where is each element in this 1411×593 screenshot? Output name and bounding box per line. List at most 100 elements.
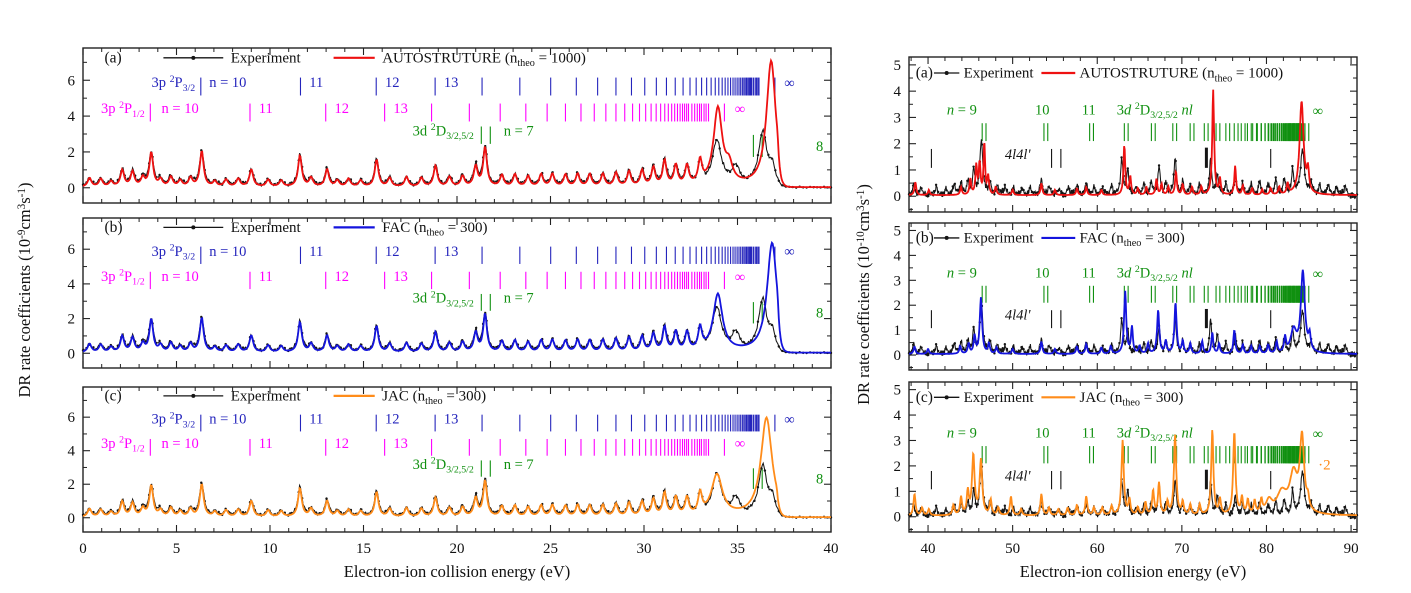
theory-legend-label: AUTOSTRUTURE (ntheo​ = 1000) [382, 50, 586, 69]
x-tick-label: 40 [921, 541, 936, 557]
theory-legend-label: AUTOSTRUTURE (ntheo​ = 1000) [1079, 65, 1283, 84]
3p-2P1/2-series-markers: 3p 2​P1/2​ n = 10 11 12 13 ∞ [101, 100, 745, 122]
x-tick-label: 40 [824, 541, 839, 557]
x-tick-label: 25 [543, 541, 558, 557]
3p-2P1/2-series-markers: 3p 2​P1/2​ n = 10 11 12 13 ∞ [101, 268, 745, 290]
3p-2P3/2-series-label: n = 10 [209, 75, 246, 91]
x-tick-label: 5 [173, 541, 181, 557]
y-axis-title: DR rate coefficients (10-10​cm3​s-1​) [854, 184, 873, 405]
y-tick-label: 6 [68, 410, 76, 426]
3p-2P3/2-series-label: 13 [444, 412, 459, 428]
x-axis-title: Electron-ion collision energy (eV) [344, 562, 571, 581]
panel-left-b: 0 2 4 6 3p 2​P3/2​ n = 10 11 12 13 ∞ 3p 2​P1/2​ n =… [68, 217, 833, 369]
x-tick-label: 80 [1259, 541, 1274, 557]
3p-2P3/2-series-label: 11 [309, 75, 323, 91]
4l4l-states-markers: 4l4l' [930, 308, 1272, 329]
y-tick-label: 4 [894, 84, 902, 100]
x-axis-title: Electron-ion collision energy (eV) [1020, 562, 1247, 581]
3d-2D-nl-series-label: n = 9 [947, 102, 977, 118]
3p-2P1/2-series-label: 11 [259, 101, 273, 117]
3d-2D-nl-series-label: 3d 2​D3/2,5/2​ nl [1117, 264, 1193, 284]
theory-curve [908, 430, 1357, 517]
y-tick-label: 1 [894, 484, 902, 500]
3p-2P3/2-series-label: n = 10 [209, 244, 246, 260]
y-tick-label: 0 [894, 189, 902, 205]
3p-2P1/2-series-label: 11 [259, 436, 273, 452]
3p-2P1/2-series-label: 3p 2​P1/2​ [101, 268, 145, 288]
experiment-legend-label: Experiment [964, 65, 1035, 81]
3p-2P3/2-series-markers: 3p 2​P3/2​ n = 10 11 12 13 ∞ [151, 74, 795, 96]
y-tick-label: 3 [894, 433, 902, 449]
experiment-legend-marker [944, 70, 949, 75]
y-axis-title: DR rate coefficients (10-9​cm3​s-1​) [15, 182, 34, 397]
y-tick-label: 2 [68, 312, 76, 328]
3p-2P3/2-series-label: 12 [385, 75, 400, 91]
3p-2P1/2-series-label: 12 [335, 101, 350, 117]
y-tick-label: 5 [894, 223, 902, 239]
theory-curve [908, 269, 1357, 355]
x-tick-label: 35 [730, 541, 745, 557]
y-tick-label: 4 [894, 248, 902, 264]
3d-2D-series-label: n = 7 [504, 123, 534, 139]
y-tick-label: 5 [894, 58, 902, 74]
3p-2P1/2-series-label: 12 [335, 269, 350, 285]
experiment-legend-label: Experiment [964, 230, 1035, 246]
3d-2D-nl-series-label: 10 [1035, 265, 1050, 281]
panel-legend: (a) Experiment AUTOSTRUTURE (ntheo​ = 1000… [916, 64, 1283, 84]
y-tick-label: 6 [68, 242, 76, 258]
y-tick-label: 4 [68, 444, 76, 460]
x-tick-label: 10 [263, 541, 278, 557]
3d-2D-series-label: n = 7 [504, 291, 534, 307]
3d-2D-series-label: 3d 2​D3/2,5/2​ [413, 289, 474, 309]
experiment-legend-label: Experiment [231, 220, 302, 236]
3p-2P1/2-series-label: ∞ [735, 436, 745, 452]
3p-2P1/2-series-label: 11 [259, 269, 273, 285]
y-tick-label: 4 [894, 408, 902, 424]
experiment-legend-marker [191, 393, 196, 398]
panel-tag: (a) [916, 64, 933, 81]
3p-2P3/2-series-label: 11 [309, 412, 323, 428]
x-tick-label: 30 [637, 541, 652, 557]
3p-2P3/2-series-label: 12 [385, 244, 400, 260]
3p-2P1/2-series-label: ∞ [735, 101, 745, 117]
3d-2D-nl-series-markers: n = 9 10 11 3d 2​D3/2,5/2​ nl ∞ [947, 424, 1323, 464]
panel-legend: (b) Experiment FAC (ntheo​ = 300) [105, 219, 488, 239]
x-tick-label: 90 [1344, 541, 1359, 557]
experiment-legend-marker [944, 395, 949, 400]
y-tick-label: 2 [894, 298, 902, 314]
y-tick-label: 0 [894, 348, 902, 364]
4l4l-states-label: 4l4l' [1005, 469, 1032, 485]
3d-2D-nl-series-markers: n = 9 10 11 3d 2​D3/2,5/2​ nl ∞ [947, 264, 1323, 303]
y-tick-label: 0 [894, 510, 902, 526]
3d-2D-nl-series-label: 11 [1082, 425, 1096, 441]
panel-frame [908, 222, 1358, 371]
y-tick-label: 1 [894, 323, 902, 339]
3p-2P1/2-series-label: n = 10 [162, 436, 199, 452]
panel-left-a: 0 2 4 6 3p 2​P3/2​ n = 10 11 12 13 ∞ 3p 2​P1/2​ n =… [68, 47, 833, 204]
3d-2D-series-markers: 3d 2​D3/2,5/2​ n = 7 8 [413, 289, 823, 324]
3d-2D-nl-series-label: 10 [1035, 102, 1050, 118]
3p-2P3/2-series-markers: 3p 2​P3/2​ n = 10 11 12 13 ∞ [151, 410, 795, 432]
3p-2P3/2-series-label: n = 10 [209, 412, 246, 428]
3d-2D-nl-series-label: ∞ [1313, 103, 1323, 119]
3p-2P3/2-series-label: ∞ [784, 244, 794, 260]
3p-2P3/2-series-markers: 3p 2​P3/2​ n = 10 11 12 13 ∞ [151, 243, 795, 264]
3d-2D-series-label: 8 [816, 471, 823, 487]
theory-curve [82, 57, 831, 188]
3p-2P3/2-series-label: 11 [309, 244, 323, 260]
y-tick-label: 4 [68, 109, 76, 125]
experiment-legend-marker [191, 55, 196, 60]
3p-2P1/2-series-label: ∞ [735, 269, 745, 285]
y-tick-label: 5 [894, 383, 902, 399]
y-tick-label: 2 [894, 137, 902, 153]
y-tick-label: 3 [894, 273, 902, 289]
3d-2D-series-label: 3d 2​D3/2,5/2​ [413, 456, 474, 476]
experiment-legend-marker [944, 235, 949, 240]
theory-curve [82, 240, 831, 354]
3d-2D-series-label: 8 [816, 306, 823, 322]
3d-2D-series-label: 3d 2​D3/2,5/2​ [413, 122, 474, 142]
4l4l-states-label: 4l4l' [1005, 308, 1032, 324]
theory-legend-label: FAC (ntheo​ = 300) [1079, 230, 1184, 249]
